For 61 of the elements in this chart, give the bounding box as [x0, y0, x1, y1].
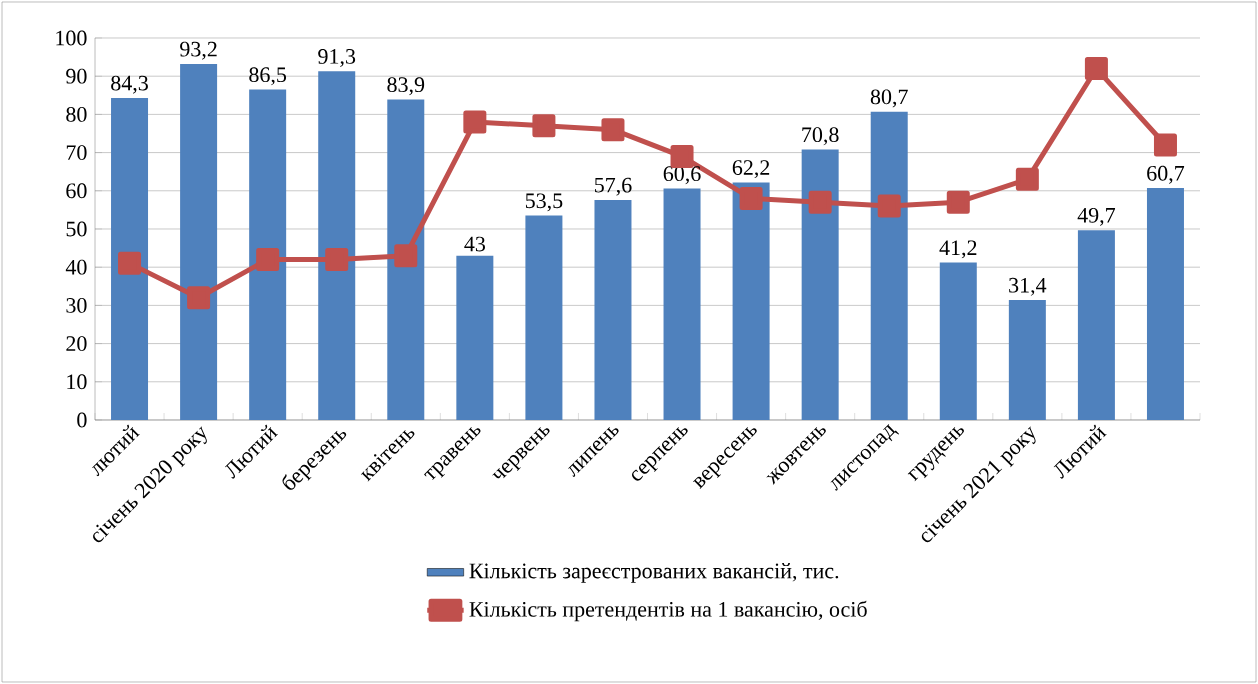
data-label: 43 [464, 236, 485, 252]
data-label: 86,5 [249, 67, 287, 86]
bar [1008, 300, 1046, 420]
point [946, 190, 970, 214]
data-label: 53,5 [525, 193, 563, 212]
legend-label: Кількість зареєстрованих вакансій, тис. [469, 563, 839, 583]
y-tick-label: 60 [66, 183, 87, 199]
data-label: 60,6 [663, 166, 701, 185]
bar [180, 63, 218, 420]
point [808, 190, 832, 214]
point [1084, 57, 1108, 81]
bar [318, 71, 356, 420]
point [187, 286, 211, 310]
data-label: 80,7 [870, 89, 908, 108]
bar [249, 89, 287, 420]
data-label: 83,9 [387, 77, 425, 96]
y-tick-label: 20 [66, 336, 87, 351]
data-label: 93,2 [180, 41, 217, 60]
point [463, 110, 487, 134]
bar [1146, 188, 1184, 420]
point [532, 114, 556, 138]
point [325, 248, 349, 272]
data-label: 91,3 [318, 49, 356, 67]
bar [1077, 230, 1115, 420]
y-tick-label: 10 [67, 374, 87, 390]
data-label: 49,7 [1077, 207, 1116, 226]
data-label: 31,4 [1009, 277, 1047, 296]
y-tick-label: 50 [66, 221, 87, 237]
point [394, 244, 418, 268]
data-label: 62,2 [732, 160, 770, 179]
data-label: 60,7 [1147, 165, 1185, 184]
y-tick-label: 0 [77, 412, 87, 428]
y-tick-label: 30 [66, 297, 87, 313]
y-tick-label: 90 [66, 68, 87, 84]
bar [732, 182, 770, 420]
point [739, 186, 763, 210]
point [670, 144, 694, 168]
point [877, 194, 901, 218]
bar [939, 262, 977, 420]
point [118, 251, 142, 275]
data-label: 70,8 [802, 127, 839, 146]
y-tick-label: 100 [56, 30, 87, 46]
data-label: 57,6 [595, 177, 632, 196]
bar [387, 99, 425, 420]
legend-label: Кількість претендентів на 1 вакансію, осіб [469, 600, 867, 622]
bar [801, 149, 839, 420]
bar [525, 215, 563, 420]
bar [594, 199, 632, 420]
bar [456, 255, 494, 420]
data-label: 84,3 [111, 75, 148, 94]
point [601, 118, 625, 142]
y-tick-label: 70 [66, 145, 87, 161]
bar [111, 97, 149, 420]
y-tick-label: 80 [66, 106, 87, 122]
point [256, 248, 280, 272]
bar [663, 188, 701, 420]
bar [870, 111, 908, 420]
point [1015, 167, 1039, 191]
point [1153, 133, 1177, 157]
y-tick-label: 40 [65, 259, 87, 275]
data-label: 41,2 [939, 240, 977, 259]
